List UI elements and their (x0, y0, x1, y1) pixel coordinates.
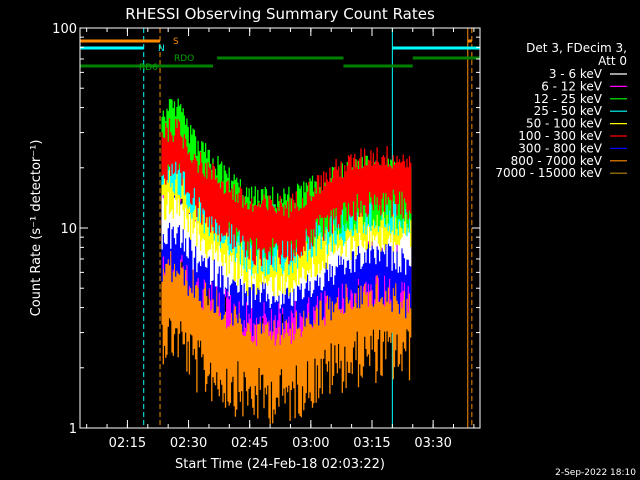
x-axis-label: Start Time (24-Feb-18 02:03:22) (175, 457, 385, 472)
legend-label-5: 50 - 100 keV (526, 117, 603, 131)
chart-title: RHESSI Observing Summary Count Rates (125, 5, 435, 23)
series-100-300-kev (161, 118, 412, 267)
legend-label-9: 7000 - 15000 keV (495, 166, 602, 180)
axes-ticks: 02:15 02:30 02:45 03:00 03:15 03:30 1 10 100 (52, 22, 480, 451)
flag-label-s: S (173, 37, 179, 47)
flag-label-rd6: RD6 (139, 63, 158, 73)
x-tick-label-3: 02:45 (231, 436, 268, 451)
x-tick-label-2: 02:30 (170, 436, 207, 451)
legend-label-6: 100 - 300 keV (518, 129, 602, 143)
legend-label-3: 12 - 25 keV (534, 92, 603, 106)
legend-label-1: 3 - 6 keV (549, 67, 603, 81)
legend-header-line-2: Att 0 (598, 54, 627, 68)
legend-header-line-1: Det 3, FDecim 3, (526, 41, 627, 55)
footer-date: 2-Sep-2022 18:10 (555, 468, 636, 478)
flag-label-n: N (158, 44, 165, 54)
plot-data: SN RDO RD6 (79, 28, 480, 428)
legend-label-8: 800 - 7000 keV (511, 154, 603, 168)
flag-label-rdo: RDO (174, 54, 194, 64)
x-tick-label-4: 03:00 (292, 436, 329, 451)
x-tick-label-1: 02:15 (109, 436, 146, 451)
legend-label-2: 6 - 12 keV (541, 79, 603, 93)
y-tick-label-1: 1 (69, 422, 77, 437)
x-tick-label-5: 03:15 (353, 436, 390, 451)
legend-label-7: 300 - 800 keV (518, 141, 602, 155)
y-tick-label-2: 10 (60, 222, 77, 237)
legend-label-4: 25 - 50 keV (534, 104, 603, 118)
y-tick-label-3: 100 (52, 22, 77, 37)
y-axis-label: Count Rate (s⁻¹ detector⁻¹) (29, 140, 44, 317)
x-tick-label-6: 03:30 (414, 436, 451, 451)
